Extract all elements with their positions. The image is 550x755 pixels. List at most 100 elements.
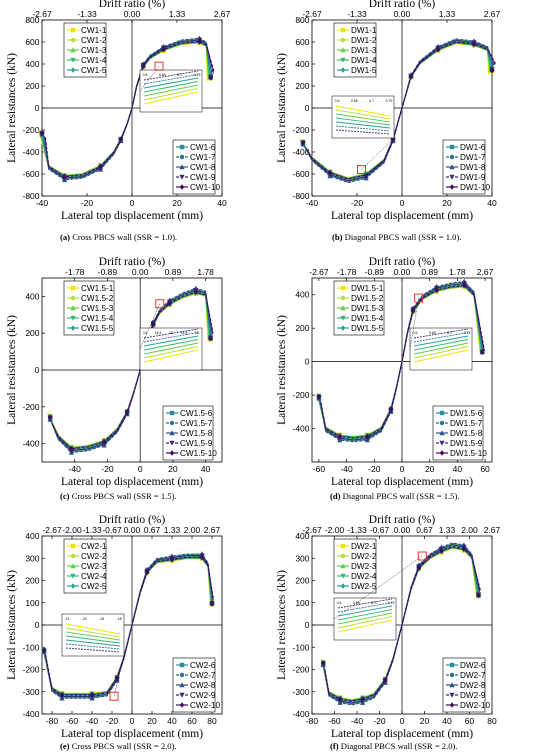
y-tick-label: -200 [22,402,39,412]
series-point [124,409,130,415]
inset-zoom: -21 -20 -19 -18 [61,613,125,701]
top-tick-label: -2.67 [309,267,329,277]
series-point [89,692,95,698]
inset-tick-label: 0.6 [143,73,148,77]
series-point [337,696,343,702]
legend-marker [70,37,76,43]
x-tick-label: 0 [400,198,405,208]
x-tick-label: -20 [368,464,381,474]
x-tick-label: -60 [313,464,326,474]
y-tick-label: -800 [22,191,39,201]
top-tick-label: 1.33 [164,525,181,535]
top-tick-label: 0.89 [421,267,438,277]
inset-tick-label: 16 [195,331,199,335]
x-tick-label: 40 [217,198,227,208]
inset-tick-label: 0.65 [351,99,358,103]
inset-tick-label: 0.7 [447,331,452,335]
x-axis-title: Lateral top displacement (mm) [61,728,203,740]
series-point [476,592,481,599]
top-tick-label: 2.67 [214,9,231,19]
top-tick-label: -1.78 [65,267,85,277]
x-tick-label: -20 [81,198,94,208]
series-point [489,67,495,74]
series-line-DW1.5-8 [319,280,485,443]
top-tick-label: 2.00 [184,525,201,535]
x-tick-label: -80 [46,716,59,726]
y-axis-title: Lateral resistances (kN) [276,53,288,163]
legend-label: CW1-1 [81,26,107,35]
series-line-CW1-8 [43,37,214,181]
legend-marker [439,410,445,416]
top-tick-label: -1.78 [337,267,357,277]
x-axis-title: Lateral top displacement (mm) [61,476,203,488]
x-tick-label: -60 [66,716,79,726]
series-point [327,170,333,176]
y-axis-title: Lateral resistances (kN) [6,53,18,163]
legend-marker [169,430,175,436]
caption-e: (e) Cross PBCS wall (SSR = 2.0). [60,741,177,751]
series-point [360,696,365,702]
x-tick-label: 40 [167,716,177,726]
zoom-highlight [357,165,366,175]
series-point [193,289,199,295]
top-axis-title: Drift ratio (%) [99,256,166,268]
x-axis-title: Lateral top displacement (mm) [331,728,473,740]
top-tick-label: 0.00 [124,9,141,19]
legend-marker [340,553,346,559]
y-tick-label: 100 [25,598,39,608]
legend-marker [449,174,455,180]
top-tick-label: -1.33 [77,9,97,19]
legend-marker [449,184,455,190]
legend-label: DW1-2 [351,36,377,45]
legend-marker [439,430,445,436]
legend-marker [169,440,175,446]
x-tick-label: -40 [340,464,353,474]
inset-line [413,339,469,351]
inset-tick-label: 0.75 [388,601,395,605]
inset-line [413,332,469,343]
inset-line [143,88,199,101]
inset-tick-label: 0.65 [429,331,436,335]
x-axis-title: Lateral top displacement (mm) [331,476,473,488]
legend-label: CW1.5-10 [180,449,217,458]
legend-marker [449,662,455,668]
zoom-highlight [154,61,164,71]
series-point [169,556,175,563]
y-tick-label: 200 [25,576,39,586]
inset-tick-label: 15.5 [181,331,188,335]
top-axis-title: Drift ratio (%) [369,256,436,268]
top-tick-label: 0.89 [165,267,182,277]
zoom-leader [409,298,419,350]
y-axis-title: Lateral resistances (kN) [6,315,18,425]
legend-marker [179,154,185,160]
legend-marker [449,702,455,708]
series-point [199,554,205,560]
legend-label: CW1.5-1 [81,284,114,293]
legend-marker [439,420,445,426]
inset-line [413,328,469,339]
legend-label: CW2-8 [190,681,216,690]
series-point [39,130,45,136]
legend-marker [340,37,346,43]
series-point [439,548,444,554]
y-tick-label: 200 [295,81,309,91]
top-tick-label: 1.33 [169,9,186,19]
legend-marker [449,672,455,678]
legend-marker [70,47,76,53]
caption-d-text: Diagonal PBCS wall (SSR = 1.5). [342,491,460,501]
inset-line [143,74,199,85]
x-tick-label: 80 [487,716,497,726]
inset-tick-label: 0.65 [159,73,166,77]
y-tick-label: 200 [295,323,309,333]
inset-line [143,328,199,339]
y-axis-title: Lateral resistances (kN) [276,315,288,425]
y-tick-label: -600 [292,169,309,179]
legend-label: DW1.5-4 [351,314,384,323]
series-line-DW1.5-9 [320,282,485,441]
caption-c-text: Cross PBCS wall (SSR = 1.5). [71,491,177,501]
legend-label: DW1-9 [460,173,486,182]
inset-line [143,84,199,97]
